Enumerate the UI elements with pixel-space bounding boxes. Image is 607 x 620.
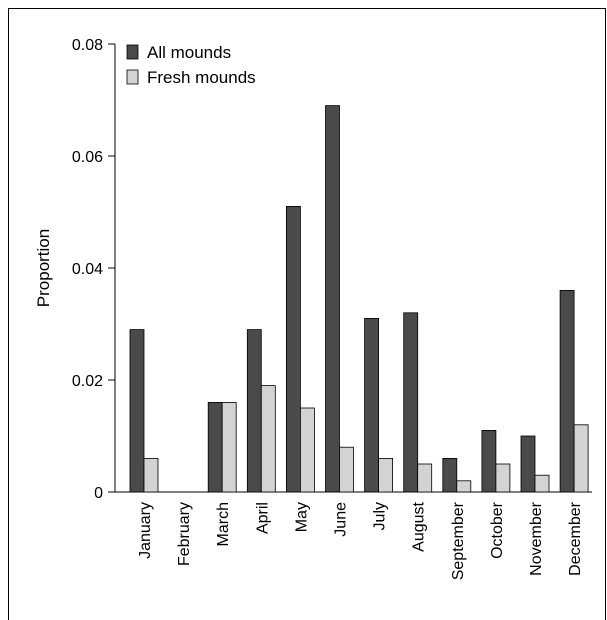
- bar-all-august: [403, 312, 419, 493]
- legend-label: Fresh mounds: [147, 68, 256, 87]
- x-tick-label: February: [176, 502, 193, 566]
- bar-all-may: [285, 205, 301, 493]
- x-tick-label: August: [411, 501, 428, 551]
- bar-fresh-march: [221, 401, 237, 493]
- legend-swatch: [126, 44, 139, 60]
- x-tick-label: January: [137, 502, 154, 559]
- axes: 0 0.02 0.04 0.06 0.08: [72, 37, 592, 502]
- x-tick-label: December: [567, 501, 584, 575]
- bar-all-october: [481, 429, 497, 493]
- bar-fresh-august: [417, 463, 433, 493]
- bar-fresh-may: [299, 407, 315, 493]
- bar-all-september: [442, 457, 458, 493]
- x-tick-label: July: [372, 502, 389, 530]
- y-axis-label: Proportion: [34, 229, 53, 307]
- bar-all-january: [129, 329, 145, 493]
- bar-fresh-july: [378, 457, 394, 493]
- x-tick-label: November: [528, 501, 545, 575]
- y-tick-label: 0.02: [72, 373, 103, 390]
- bar-fresh-november: [534, 474, 550, 493]
- x-tick-label: June: [333, 502, 350, 537]
- bar-all-april: [246, 329, 262, 493]
- bar-fresh-june: [339, 446, 354, 493]
- bar-all-march: [207, 401, 223, 493]
- bar-fresh-october: [495, 463, 511, 493]
- legend-label: All mounds: [147, 43, 231, 62]
- bar-all-june: [325, 105, 340, 493]
- bar-all-november: [520, 435, 536, 493]
- x-tick-label: March: [215, 502, 232, 546]
- x-tick-label: September: [450, 501, 467, 580]
- bars: [129, 105, 589, 493]
- bar-fresh-december: [573, 424, 589, 493]
- y-tick-label: 0.04: [72, 261, 103, 278]
- x-tick-labels: January February March April May June July Augu…: [137, 501, 584, 580]
- y-tick-label: 0.08: [72, 37, 103, 54]
- x-tick-label: May: [293, 502, 310, 532]
- bar-fresh-september: [456, 480, 472, 493]
- y-tick-label: 0: [94, 485, 103, 502]
- x-tick-label: April: [254, 502, 271, 534]
- y-tick-label: 0.06: [72, 149, 103, 166]
- bar-all-july: [364, 317, 380, 493]
- legend: All mounds Fresh mounds: [126, 43, 256, 87]
- bar-fresh-april: [260, 385, 276, 493]
- figure-frame: [8, 8, 606, 620]
- legend-swatch: [126, 69, 139, 85]
- bar-all-december: [559, 289, 575, 493]
- bar-fresh-january: [143, 457, 159, 493]
- x-tick-label: October: [489, 501, 506, 559]
